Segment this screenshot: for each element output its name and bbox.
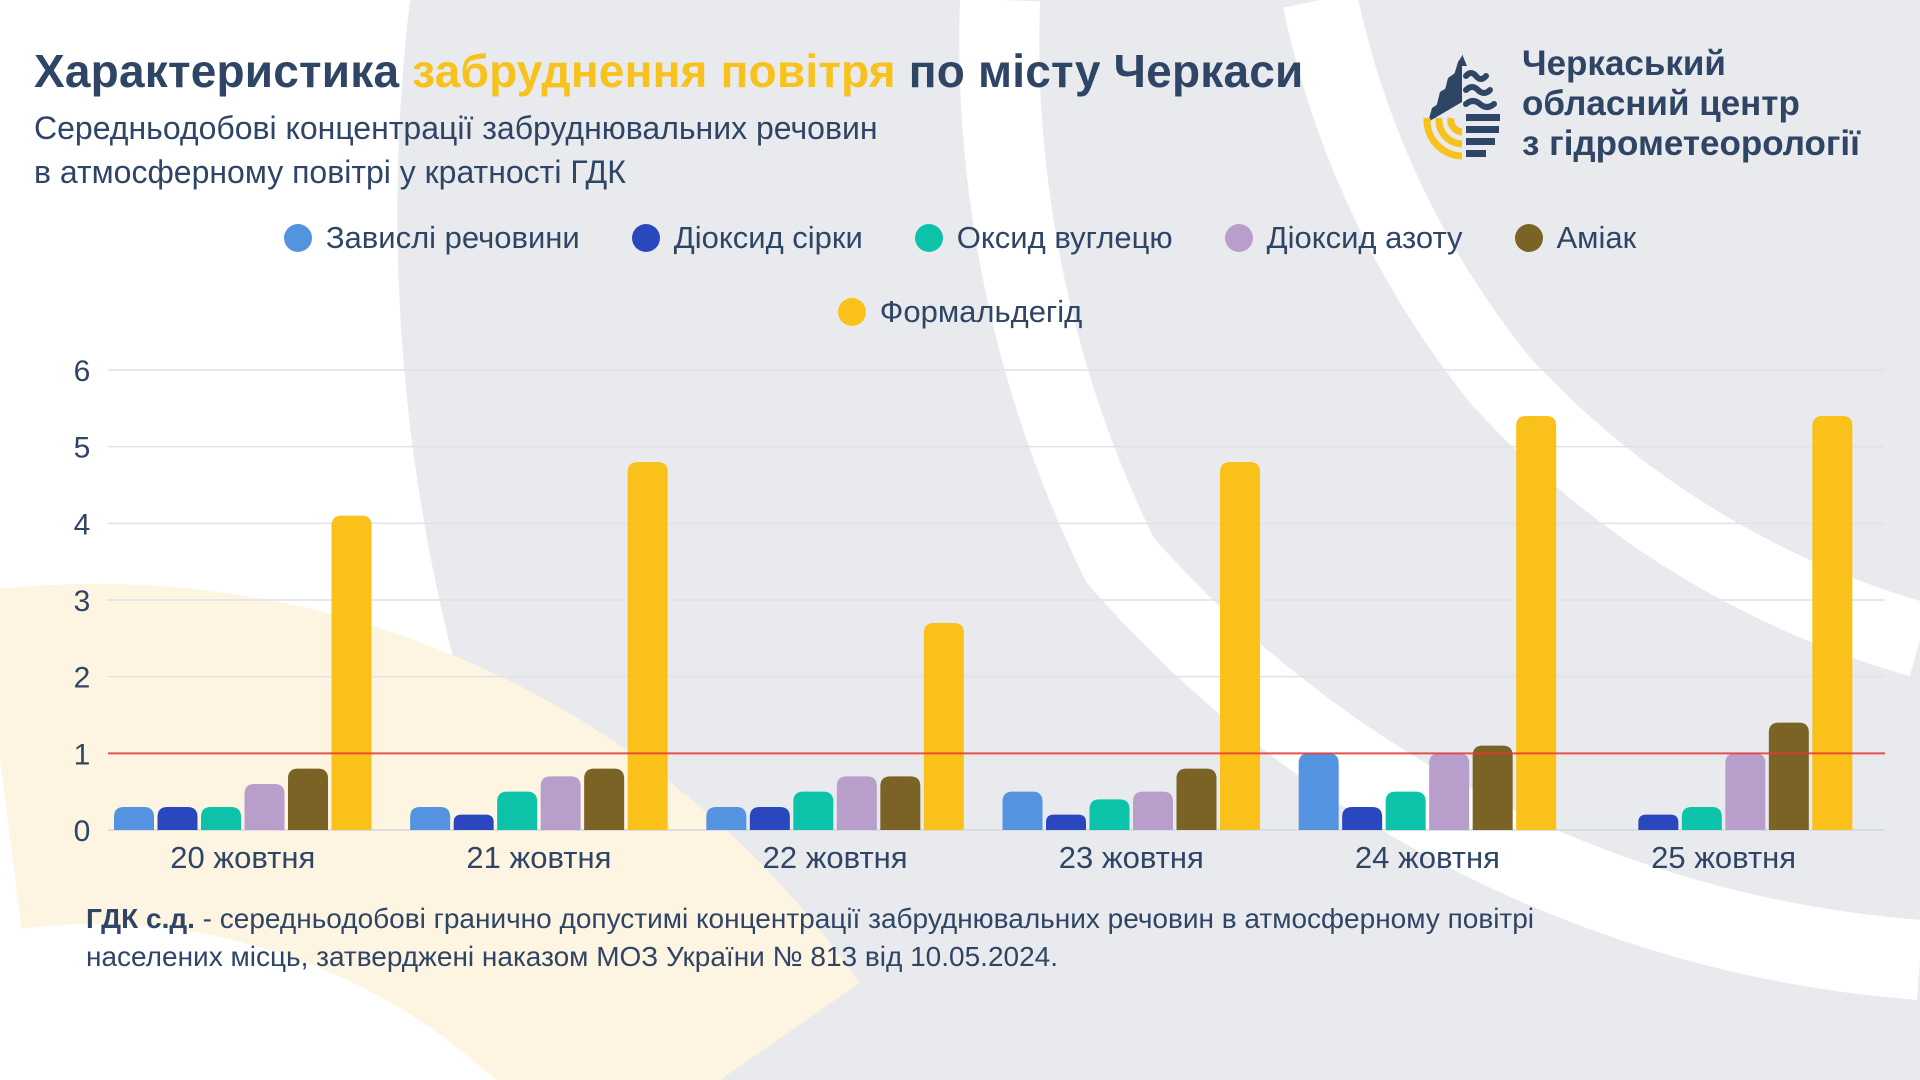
bar [540,776,581,830]
chart-legend-row-1: Завислі речовини Діоксид сірки Оксид вугле… [0,220,1920,256]
legend-item[interactable]: Аміак [1514,220,1637,256]
organization-name: Черкаський обласний центр з гідрометеоро… [1522,44,1860,164]
bar [836,776,877,830]
bar [749,807,790,830]
page-title: Характеристика забруднення повітря по мі… [34,44,1304,98]
legend-item[interactable]: Оксид вуглецю [914,220,1173,256]
bar [627,462,668,830]
title-text: по місту Черкаси [895,45,1304,97]
organization-name-line: обласний центр [1522,84,1800,123]
footnote-term: ГДК с.д. [86,903,195,934]
legend-label: Формальдегід [879,294,1083,329]
bar [1638,814,1679,830]
legend-swatch-icon [1224,224,1253,252]
background-beige-arc [0,583,860,1080]
bar [157,807,198,830]
legend-label: Оксид вуглецю [956,220,1173,255]
bar [114,807,154,830]
footnote-line-2: населених місць, затверджені наказом МОЗ… [86,941,1059,972]
footnote-text: - середньодобові гранично допустимі конц… [194,903,1535,934]
title-text: Характеристика [34,45,413,97]
title-accent-text: забруднення повітря [412,45,896,97]
x-tick-label: 21 жовтня [466,840,611,875]
x-tick-label: 23 жовтня [1059,840,1204,875]
legend-label: Завислі речовини [325,220,580,255]
page-subtitle: Середньодобові концентрації забруднюваль… [34,106,878,194]
legend-swatch-icon [631,224,660,252]
bar [1812,416,1853,830]
bar [1133,791,1173,830]
y-tick-label: 5 [74,432,91,465]
bar [1002,791,1043,830]
footnote-line-1: ГДК с.д. - середньодобові гранично допус… [86,900,1534,938]
x-tick-label: 24 жовтня [1355,840,1500,875]
bar [793,791,834,830]
x-tick-label: 22 жовтня [763,840,908,875]
chart-legend-row-2: Формальдегід [0,294,1920,330]
background-white-arc [1283,0,1920,677]
bar [1176,768,1217,830]
bar [1725,753,1766,830]
footnote: ГДК с.д. - середньодобові гранично допус… [86,900,1534,976]
subtitle-line: Середньодобові концентрації забруднюваль… [34,110,878,146]
bar [1089,799,1130,830]
bar [706,807,747,830]
y-tick-label: 3 [74,585,91,618]
bar [1385,791,1426,830]
bar [1342,807,1383,830]
legend-item[interactable]: Формальдегід [837,294,1083,330]
bar [331,515,372,830]
y-tick-label: 2 [74,662,91,695]
bar [1472,745,1513,830]
legend-swatch-icon [1514,224,1543,252]
legend-swatch-icon [837,298,866,326]
organization-name-line: з гідрометеорології [1522,124,1861,163]
bar [1298,753,1339,830]
y-tick-label: 0 [74,815,91,848]
legend-swatch-icon [914,224,943,252]
bar [288,768,328,830]
bar [1516,416,1557,830]
legend-label: Діоксид сірки [673,220,863,255]
y-tick-label: 6 [74,355,91,388]
y-tick-label: 1 [74,738,91,771]
subtitle-line: в атмосферному повітрі у кратності ГДК [34,154,626,190]
bar [410,807,451,830]
bar [244,784,285,830]
organization-name-line: Черкаський [1522,44,1726,83]
bar [1768,722,1809,830]
bar [923,623,964,830]
water-drop-logo-icon [1423,54,1500,160]
legend-item[interactable]: Завислі речовини [283,220,580,256]
bar [453,814,494,830]
bar [880,776,921,830]
legend-swatch-icon [283,224,312,252]
x-tick-label: 20 жовтня [170,840,315,875]
legend-label: Діоксид азоту [1266,220,1463,255]
bar [1220,462,1260,830]
bar [1681,807,1722,830]
legend-item[interactable]: Діоксид сірки [631,220,863,256]
legend-label: Аміак [1556,220,1637,255]
y-tick-label: 4 [74,508,91,541]
background-white-arc [959,0,1920,1000]
bar [201,807,241,830]
legend-item[interactable]: Діоксид азоту [1224,220,1463,256]
x-tick-label: 25 жовтня [1651,840,1796,875]
bar [1046,814,1086,830]
bar [584,768,625,830]
bar [1429,753,1470,830]
bar [497,791,538,830]
